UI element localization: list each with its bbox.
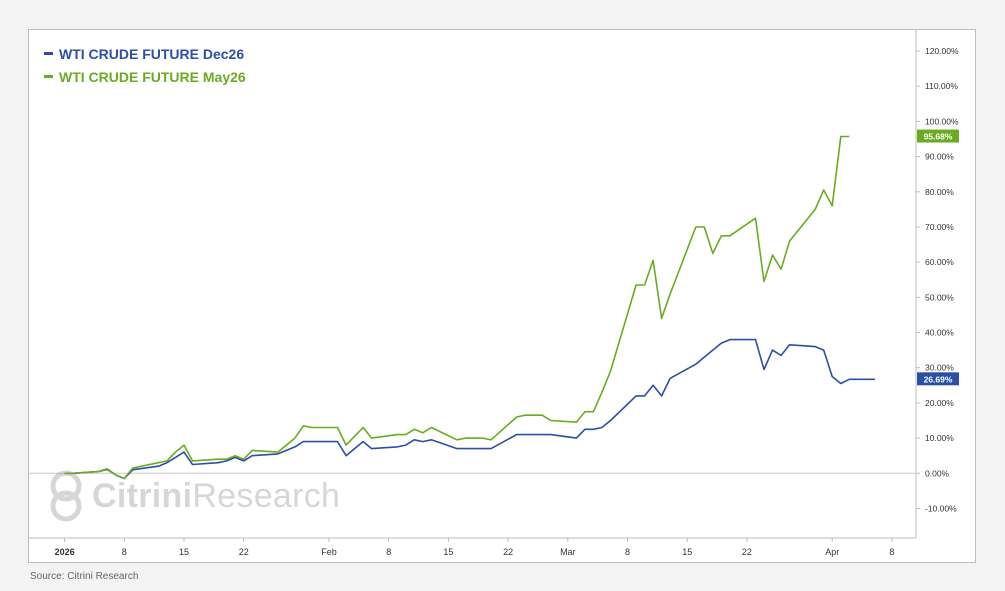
x-tick-label: 8: [889, 547, 894, 557]
series-end-label-0: 26.69%: [924, 374, 953, 384]
y-tick-label: 110.00%: [925, 81, 958, 91]
y-tick-label: -10.00%: [925, 503, 957, 513]
x-tick-label: 8: [386, 547, 391, 557]
y-tick-label: 120.00%: [925, 46, 959, 56]
legend-item-dec26[interactable]: WTI CRUDE FUTURE Dec26: [44, 42, 246, 65]
x-tick-label: 2026: [55, 547, 75, 557]
citrini-logo-icon: [50, 470, 82, 522]
chart-legend: WTI CRUDE FUTURE Dec26 WTI CRUDE FUTURE …: [44, 42, 246, 88]
x-tick-label: Feb: [321, 547, 337, 557]
x-tick-label: Apr: [825, 547, 839, 557]
x-tick-label: 8: [625, 547, 630, 557]
series-line-0: [64, 338, 875, 480]
x-tick-label: 15: [443, 547, 453, 557]
watermark-text: CitriniResearch: [92, 477, 340, 516]
x-tick-label: 8: [122, 547, 127, 557]
y-tick-label: 70.00%: [925, 222, 954, 232]
source-caption: Source: Citrini Research: [30, 571, 139, 582]
y-tick-label: 10.00%: [925, 433, 954, 443]
x-tick-label: 22: [503, 547, 513, 557]
watermark-brand-bold: Citrini: [92, 476, 193, 515]
x-tick-label: 15: [179, 547, 189, 557]
legend-swatch-dec26: [44, 52, 53, 55]
watermark: CitriniResearch: [48, 470, 340, 522]
x-tick-label: 22: [239, 547, 249, 557]
y-tick-label: 100.00%: [925, 116, 959, 126]
x-tick-label: 22: [742, 547, 752, 557]
y-tick-label: 90.00%: [925, 152, 954, 162]
series-end-label-1: 95.68%: [924, 132, 953, 142]
y-tick-label: 30.00%: [925, 363, 954, 373]
legend-label-may26: WTI CRUDE FUTURE May26: [59, 68, 246, 85]
y-tick-label: 20.00%: [925, 398, 954, 408]
x-tick-label: 15: [682, 547, 692, 557]
chart-frame: 120.00% 110.00% 100.00% 90.00% 80.00% 70.00% 6…: [28, 29, 976, 563]
y-tick-label: 80.00%: [925, 187, 954, 197]
legend-item-may26[interactable]: WTI CRUDE FUTURE May26: [44, 65, 246, 88]
series-end-badge-1: [917, 129, 959, 143]
y-tick-label: 60.00%: [925, 257, 954, 267]
y-tick-label: 40.00%: [925, 328, 954, 338]
series-line-1: [64, 135, 850, 480]
chart-canvas: 120.00%110.00%100.00%90.00%80.00%70.00%6…: [29, 30, 959, 557]
watermark-brand-light: Research: [192, 476, 341, 515]
x-tick-label: Mar: [560, 547, 576, 557]
y-tick-label: 0.00%: [925, 468, 950, 478]
legend-label-dec26: WTI CRUDE FUTURE Dec26: [59, 45, 245, 62]
series-end-badge-0: [917, 372, 959, 386]
legend-swatch-may26: [44, 75, 53, 78]
y-tick-label: 50.00%: [925, 292, 954, 302]
